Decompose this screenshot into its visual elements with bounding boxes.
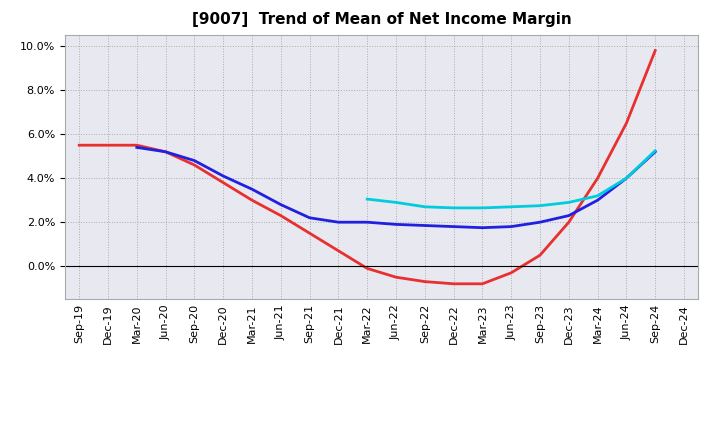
5 Years bbox=[651, 149, 660, 154]
7 Years bbox=[420, 204, 429, 209]
5 Years bbox=[420, 223, 429, 228]
5 Years bbox=[248, 187, 256, 192]
3 Years bbox=[334, 248, 343, 253]
7 Years bbox=[507, 204, 516, 209]
3 Years bbox=[363, 266, 372, 271]
5 Years bbox=[305, 215, 314, 220]
5 Years bbox=[276, 202, 285, 207]
3 Years bbox=[651, 48, 660, 53]
3 Years bbox=[622, 121, 631, 126]
5 Years bbox=[507, 224, 516, 229]
5 Years bbox=[392, 222, 400, 227]
7 Years bbox=[593, 193, 602, 198]
3 Years bbox=[276, 213, 285, 218]
5 Years bbox=[363, 220, 372, 225]
3 Years bbox=[478, 281, 487, 286]
3 Years bbox=[392, 275, 400, 280]
3 Years bbox=[104, 143, 112, 148]
Line: 7 Years: 7 Years bbox=[367, 150, 655, 208]
3 Years bbox=[132, 143, 141, 148]
3 Years bbox=[507, 270, 516, 275]
5 Years bbox=[622, 176, 631, 181]
Line: 5 Years: 5 Years bbox=[137, 147, 655, 228]
3 Years bbox=[161, 149, 170, 154]
5 Years bbox=[334, 220, 343, 225]
3 Years bbox=[536, 253, 544, 258]
5 Years bbox=[449, 224, 458, 229]
5 Years bbox=[132, 145, 141, 150]
7 Years bbox=[536, 203, 544, 208]
3 Years bbox=[219, 180, 228, 185]
3 Years bbox=[593, 176, 602, 181]
7 Years bbox=[392, 200, 400, 205]
3 Years bbox=[190, 162, 199, 168]
7 Years bbox=[478, 205, 487, 210]
5 Years bbox=[219, 173, 228, 179]
Line: 3 Years: 3 Years bbox=[79, 51, 655, 284]
7 Years bbox=[363, 196, 372, 202]
3 Years bbox=[564, 220, 573, 225]
5 Years bbox=[564, 213, 573, 218]
7 Years bbox=[449, 205, 458, 210]
5 Years bbox=[161, 149, 170, 154]
3 Years bbox=[305, 231, 314, 236]
5 Years bbox=[190, 158, 199, 163]
3 Years bbox=[75, 143, 84, 148]
3 Years bbox=[449, 281, 458, 286]
5 Years bbox=[536, 220, 544, 225]
7 Years bbox=[622, 176, 631, 181]
3 Years bbox=[420, 279, 429, 284]
7 Years bbox=[651, 148, 660, 153]
3 Years bbox=[248, 198, 256, 203]
Title: [9007]  Trend of Mean of Net Income Margin: [9007] Trend of Mean of Net Income Margi… bbox=[192, 12, 572, 27]
5 Years bbox=[478, 225, 487, 231]
7 Years bbox=[564, 200, 573, 205]
5 Years bbox=[593, 198, 602, 203]
